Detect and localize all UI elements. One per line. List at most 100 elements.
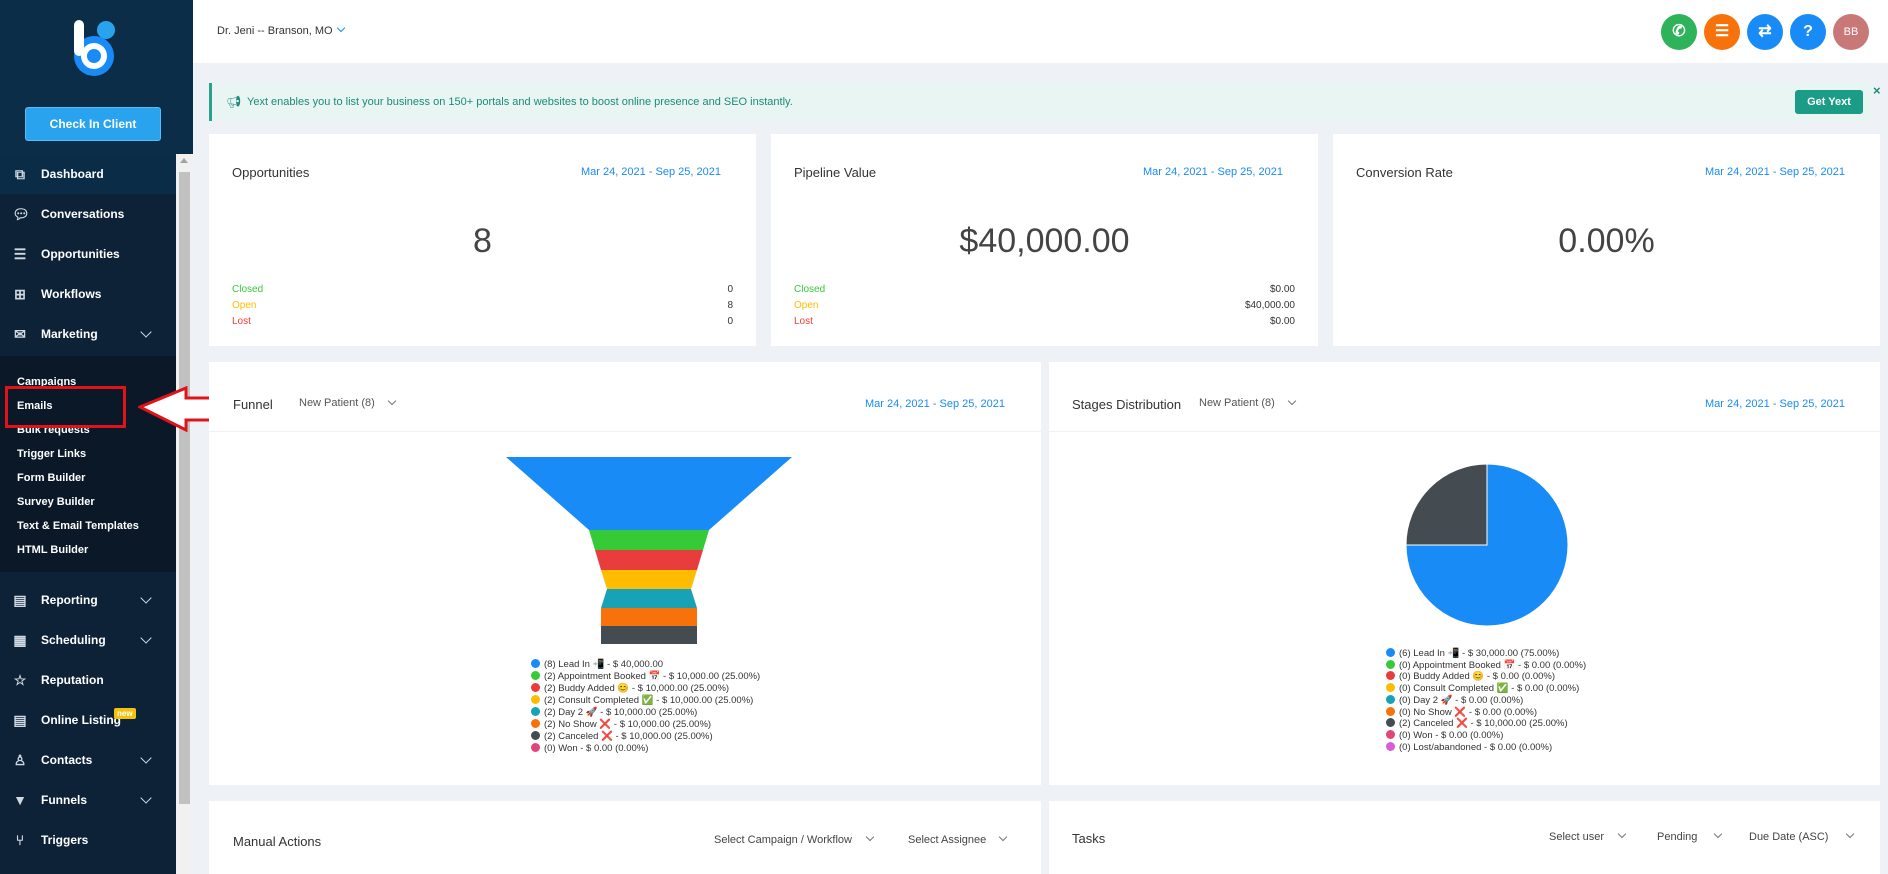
legend-label: (0) Won - $ 0.00 (0.00%) bbox=[1399, 729, 1504, 741]
legend-dot bbox=[1386, 741, 1395, 751]
sidebar-item-conversations[interactable]: 💬︎ Conversations bbox=[0, 194, 176, 234]
legend-item[interactable]: (8) Lead In 📲 - $ 40,000.00 bbox=[531, 659, 663, 670]
status-select[interactable]: Pending bbox=[1657, 831, 1698, 843]
star-icon: ☆ bbox=[13, 672, 27, 688]
submenu-item-templates[interactable]: Text & Email Templates bbox=[17, 520, 139, 532]
pipeline-select[interactable]: New Patient (8) bbox=[1199, 397, 1275, 409]
sidebar-item-triggers[interactable]: ⑂ Triggers bbox=[0, 820, 176, 860]
legend-item[interactable]: (2) No Show ❌ - $ 10,000.00 (25.00%) bbox=[531, 719, 711, 730]
funnel-segment-no-show[interactable] bbox=[601, 608, 697, 626]
sort-select[interactable]: Due Date (ASC) bbox=[1749, 831, 1829, 843]
legend-label: (2) Day 2 🚀 - $ 10,000.00 (25.00%) bbox=[544, 707, 698, 718]
submenu-item-campaigns[interactable]: Campaigns bbox=[17, 376, 77, 388]
date-range[interactable]: Mar 24, 2021 - Sep 25, 2021 bbox=[1704, 166, 1845, 178]
date-range[interactable]: Mar 24, 2021 - Sep 25, 2021 bbox=[1142, 166, 1283, 178]
legend-dot bbox=[531, 743, 540, 752]
location-switcher[interactable]: Dr. Jeni -- Branson, MO bbox=[217, 25, 333, 37]
sidebar-item-opportunities[interactable]: ☰ Opportunities bbox=[0, 234, 176, 274]
legend-item[interactable]: (2) Consult Completed ✅ - $ 10,000.00 (2… bbox=[531, 695, 753, 706]
legend-item[interactable]: (2) Buddy Added 😊 - $ 10,000.00 (25.00%) bbox=[531, 683, 729, 694]
sidebar-item-reporting[interactable]: ▤ Reporting bbox=[0, 580, 176, 620]
legend-dot bbox=[1386, 671, 1395, 681]
avatar[interactable]: BB bbox=[1833, 14, 1869, 50]
stat-row-open: Open 8 bbox=[232, 300, 733, 311]
sidebar-scrollbar-thumb[interactable] bbox=[179, 172, 190, 804]
user-select[interactable]: Select user bbox=[1549, 831, 1605, 843]
chevron-down-icon bbox=[140, 592, 152, 604]
check-in-client-button[interactable]: Check In Client bbox=[25, 107, 161, 141]
sidebar-item-dashboard[interactable]: ⧉ Dashboard bbox=[0, 154, 176, 194]
legend-item[interactable]: (0) Won - $ 0.00 (0.00%) bbox=[1386, 729, 1504, 741]
stat-value: 8 bbox=[727, 300, 733, 311]
funnel-segment-canceled[interactable] bbox=[601, 626, 697, 644]
stat-value: 0 bbox=[727, 316, 733, 327]
assignee-select[interactable]: Select Assignee bbox=[908, 834, 987, 846]
copy-icon: ⧉ bbox=[15, 166, 25, 182]
chevron-down-icon[interactable] bbox=[1845, 829, 1855, 839]
legend-item[interactable]: (2) Appointment Booked 📅 - $ 10,000.00 (… bbox=[531, 671, 760, 682]
submenu-item-trigger-links[interactable]: Trigger Links bbox=[17, 448, 87, 460]
banner-text: Yext enables you to list your business o… bbox=[247, 96, 793, 108]
submenu-item-form-builder[interactable]: Form Builder bbox=[17, 472, 86, 484]
sidebar-item-scheduling[interactable]: ▦ Scheduling bbox=[0, 620, 176, 660]
funnel-segment-buddy-added[interactable] bbox=[595, 550, 703, 570]
legend-item[interactable]: (0) Won - $ 0.00 (0.00%) bbox=[531, 743, 648, 754]
divider bbox=[1049, 431, 1880, 432]
envelope-icon: ✉ bbox=[14, 326, 26, 342]
sidebar-item-online-listing[interactable]: ▤ Online Listing new bbox=[0, 700, 176, 740]
funnel-segment-consult-completed[interactable] bbox=[601, 570, 697, 589]
question-icon: ? bbox=[1803, 23, 1813, 40]
pie-slice-canceled[interactable] bbox=[1405, 463, 1488, 546]
legend-item[interactable]: (6) Lead In 📲 - $ 30,000.00 (75.00%) bbox=[1386, 648, 1559, 659]
date-range[interactable]: Mar 24, 2021 - Sep 25, 2021 bbox=[864, 398, 1005, 410]
sidebar-item-workflows[interactable]: ⊞ Workflows bbox=[0, 274, 176, 314]
legend-item[interactable]: (0) No Show ❌ - $ 0.00 (0.00%) bbox=[1386, 706, 1537, 718]
submenu-item-emails[interactable]: Emails bbox=[17, 400, 53, 412]
chevron-down-icon[interactable] bbox=[1713, 829, 1723, 839]
chevron-down-icon[interactable] bbox=[998, 832, 1008, 842]
pipeline-value-card: Pipeline Value Mar 24, 2021 - Sep 25, 20… bbox=[771, 134, 1318, 346]
legend-item[interactable]: (2) Canceled ❌ - $ 10,000.00 (25.00%) bbox=[1386, 718, 1568, 729]
stat-row-lost: Lost $0.00 bbox=[794, 316, 1295, 327]
legend-item[interactable]: (2) Day 2 🚀 - $ 10,000.00 (25.00%) bbox=[531, 707, 697, 718]
legend-item[interactable]: (0) Consult Completed ✅ - $ 0.00 (0.00%) bbox=[1386, 683, 1579, 694]
pipeline-select[interactable]: New Patient (8) bbox=[299, 397, 375, 409]
get-yext-button[interactable]: Get Yext bbox=[1795, 90, 1863, 114]
legend-dot bbox=[531, 719, 540, 728]
legend-item[interactable]: (0) Lost/abandoned - $ 0.00 (0.00%) bbox=[1386, 741, 1552, 753]
legend-item[interactable]: (0) Appointment Booked 📅 - $ 0.00 (0.00%… bbox=[1386, 659, 1586, 671]
tasks-button[interactable]: ☰ bbox=[1704, 14, 1740, 50]
conversion-rate-card: Conversion Rate Mar 24, 2021 - Sep 25, 2… bbox=[1333, 134, 1880, 346]
stat-value: $0.00 bbox=[1269, 284, 1295, 295]
funnel-segment-day-2[interactable] bbox=[601, 589, 697, 608]
date-range[interactable]: Mar 24, 2021 - Sep 25, 2021 bbox=[580, 166, 721, 178]
chevron-down-icon[interactable] bbox=[1617, 829, 1627, 839]
sidebar-item-label: Contacts bbox=[41, 753, 93, 767]
scroll-up-arrow-icon[interactable] bbox=[180, 158, 188, 163]
submenu-item-html-builder[interactable]: HTML Builder bbox=[17, 544, 89, 556]
funnel-segment-lead-in[interactable] bbox=[506, 457, 792, 530]
legend-item[interactable]: (2) Canceled ❌ - $ 10,000.00 (25.00%) bbox=[531, 731, 713, 742]
funnel-segment-appointment-booked[interactable] bbox=[589, 530, 709, 550]
campaign-select[interactable]: Select Campaign / Workflow bbox=[714, 834, 852, 846]
submenu-item-survey-builder[interactable]: Survey Builder bbox=[17, 496, 95, 508]
phone-button[interactable]: ✆ bbox=[1661, 14, 1697, 50]
sidebar-item-label: Scheduling bbox=[41, 633, 106, 647]
chevron-down-icon[interactable] bbox=[336, 23, 346, 33]
chevron-down-icon[interactable] bbox=[865, 832, 875, 842]
sidebar-item-contacts[interactable]: ♙ Contacts bbox=[0, 740, 176, 780]
legend-dot bbox=[1386, 683, 1395, 693]
date-range[interactable]: Mar 24, 2021 - Sep 25, 2021 bbox=[1704, 398, 1845, 410]
close-icon[interactable]: × bbox=[1873, 83, 1881, 98]
help-button[interactable]: ? bbox=[1790, 14, 1826, 50]
legend-item[interactable]: (0) Day 2 🚀 - $ 0.00 (0.00%) bbox=[1386, 694, 1523, 706]
legend-label: (0) Buddy Added 😊 - $ 0.00 (0.00%) bbox=[1399, 671, 1555, 683]
legend-dot bbox=[531, 683, 540, 692]
sidebar-item-reputation[interactable]: ☆ Reputation bbox=[0, 660, 176, 700]
sidebar-item-funnels[interactable]: ▼ Funnels bbox=[0, 780, 176, 820]
pie-chart bbox=[1405, 463, 1569, 627]
legend-item[interactable]: (0) Buddy Added 😊 - $ 0.00 (0.00%) bbox=[1386, 671, 1555, 682]
sidebar-item-marketing[interactable]: ✉ Marketing bbox=[0, 314, 176, 354]
stat-label: Open bbox=[232, 300, 257, 311]
switch-button[interactable]: ⇄ bbox=[1747, 14, 1783, 50]
